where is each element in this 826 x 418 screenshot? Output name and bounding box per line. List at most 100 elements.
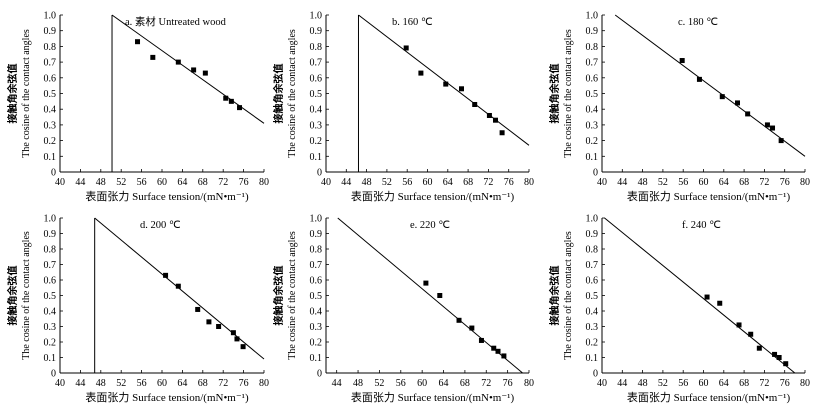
data-point: [735, 100, 741, 106]
y-tick-label: 1.0: [310, 11, 323, 22]
y-tick-label: 0.7: [586, 58, 599, 69]
y-tick-label: 1.0: [586, 214, 599, 225]
y-axis-label-cn: 接触角余弦值: [6, 266, 19, 326]
x-tick-label: 44: [617, 378, 627, 389]
data-point: [764, 122, 770, 128]
data-point: [195, 306, 201, 312]
y-tick-label: 0.4: [586, 307, 599, 318]
y-tick-label: 0.7: [44, 58, 57, 69]
data-point: [191, 67, 197, 73]
x-tick-label: 60: [157, 378, 167, 389]
x-tick-label: 76: [780, 177, 790, 188]
x-tick-label: 72: [481, 378, 491, 389]
y-tick-label: 0.1: [44, 353, 57, 364]
x-tick-label: 80: [800, 177, 810, 188]
y-tick-label: 0.5: [44, 89, 57, 100]
chart-panel-3: 0 0.1 0.2 0.3 0.4 0.5 0.6 0.7 0.8 0.9 1.0 40 44 48 52 5…: [548, 11, 810, 204]
data-point: [770, 125, 776, 131]
x-tick-label: 80: [800, 378, 810, 389]
fit-line: [358, 14, 530, 146]
chart-panel-1: 0 0.1 0.2 0.3 0.4 0.5 0.6 0.7 0.8 0.9 1.0 40 44 48 52 5…: [6, 11, 269, 204]
x-tick-label: 72: [483, 177, 493, 188]
panel-title: c. 180 ℃: [678, 17, 718, 28]
data-point: [486, 112, 492, 118]
x-tick-label: 48: [638, 378, 648, 389]
x-tick-label: 64: [443, 177, 453, 188]
x-tick-label: 40: [597, 378, 607, 389]
data-point: [772, 351, 778, 357]
y-tick-label: 0.3: [586, 322, 599, 333]
y-tick-label: 0.1: [586, 353, 599, 364]
y-axis-label-cn: 接触角余弦值: [272, 64, 285, 124]
y-tick-label: 0.4: [310, 105, 323, 116]
data-point: [495, 348, 501, 354]
x-axis-label: 表面张力 Surface tension/(mN•m⁻¹): [351, 390, 515, 404]
x-tick-label: 64: [439, 378, 449, 389]
data-point: [459, 86, 465, 92]
x-tick-label: 56: [678, 177, 688, 188]
y-tick-label: 0.2: [44, 136, 57, 147]
y-tick-label: 0.9: [44, 26, 57, 37]
x-tick-label: 52: [116, 378, 126, 389]
x-tick-label: 56: [678, 378, 688, 389]
fit-line: [614, 14, 806, 157]
y-tick-label: 0.6: [586, 73, 599, 84]
y-axis-label-en: The cosine of the contact angles: [21, 231, 32, 360]
data-point: [472, 101, 478, 107]
data-point: [423, 280, 429, 286]
y-tick-label: 0: [593, 168, 598, 179]
data-point: [493, 117, 499, 123]
x-tick-label: 44: [341, 177, 351, 188]
y-tick-label: 0.6: [44, 276, 57, 287]
y-axis-label-en: The cosine of the contact angles: [287, 29, 298, 158]
y-tick-label: 0.3: [310, 120, 323, 131]
x-tick-label: 56: [402, 177, 412, 188]
x-tick-label: 80: [524, 177, 534, 188]
y-axis-label-en: The cosine of the contact angles: [287, 231, 298, 360]
x-tick-label: 68: [739, 378, 749, 389]
panel-title: d. 200 ℃: [140, 220, 181, 231]
x-tick-label: 40: [321, 177, 331, 188]
data-point: [237, 105, 243, 111]
data-point: [216, 324, 222, 329]
x-tick-label: 68: [460, 378, 470, 389]
y-tick-label: 0.5: [310, 291, 323, 302]
y-tick-label: 0.7: [310, 260, 323, 271]
data-point: [499, 130, 505, 136]
y-tick-label: 0.6: [310, 276, 323, 287]
x-tick-label: 68: [198, 177, 208, 188]
data-point: [206, 319, 212, 325]
x-tick-label: 56: [137, 177, 147, 188]
data-point: [748, 331, 754, 337]
y-tick-label: 0.4: [44, 307, 57, 318]
y-tick-label: 0.9: [310, 229, 323, 240]
y-tick-label: 0.3: [44, 120, 57, 131]
y-tick-label: 0.2: [310, 136, 323, 147]
x-tick-label: 68: [739, 177, 749, 188]
y-tick-label: 0.8: [586, 245, 599, 256]
y-tick-label: 0: [317, 168, 322, 179]
y-tick-label: 0.2: [586, 136, 599, 147]
data-point: [418, 70, 424, 76]
x-tick-label: 68: [198, 378, 208, 389]
data-point: [228, 98, 234, 104]
x-tick-label: 72: [218, 177, 228, 188]
data-point: [783, 361, 789, 367]
data-point: [456, 317, 462, 323]
y-tick-label: 0.3: [44, 322, 57, 333]
data-point: [717, 300, 723, 306]
x-tick-label: 48: [96, 378, 106, 389]
y-tick-label: 0.8: [586, 42, 599, 53]
chart-panel-4: 0 0.1 0.2 0.3 0.4 0.5 0.6 0.7 0.8 0.9 1.0 40 44 48 52 5…: [6, 214, 269, 405]
y-axis-label-cn: 接触角余弦值: [6, 64, 19, 124]
y-axis-label-en: The cosine of the contact angles: [563, 231, 574, 360]
y-tick-label: 0.9: [310, 26, 323, 37]
x-tick-label: 44: [617, 177, 627, 188]
x-tick-label: 48: [353, 378, 363, 389]
y-tick-label: 0.8: [310, 42, 323, 53]
y-tick-label: 0.1: [310, 353, 323, 364]
x-tick-label: 52: [658, 177, 668, 188]
y-tick-label: 0.7: [310, 58, 323, 69]
data-point: [240, 344, 246, 350]
y-tick-label: 0.8: [44, 42, 57, 53]
